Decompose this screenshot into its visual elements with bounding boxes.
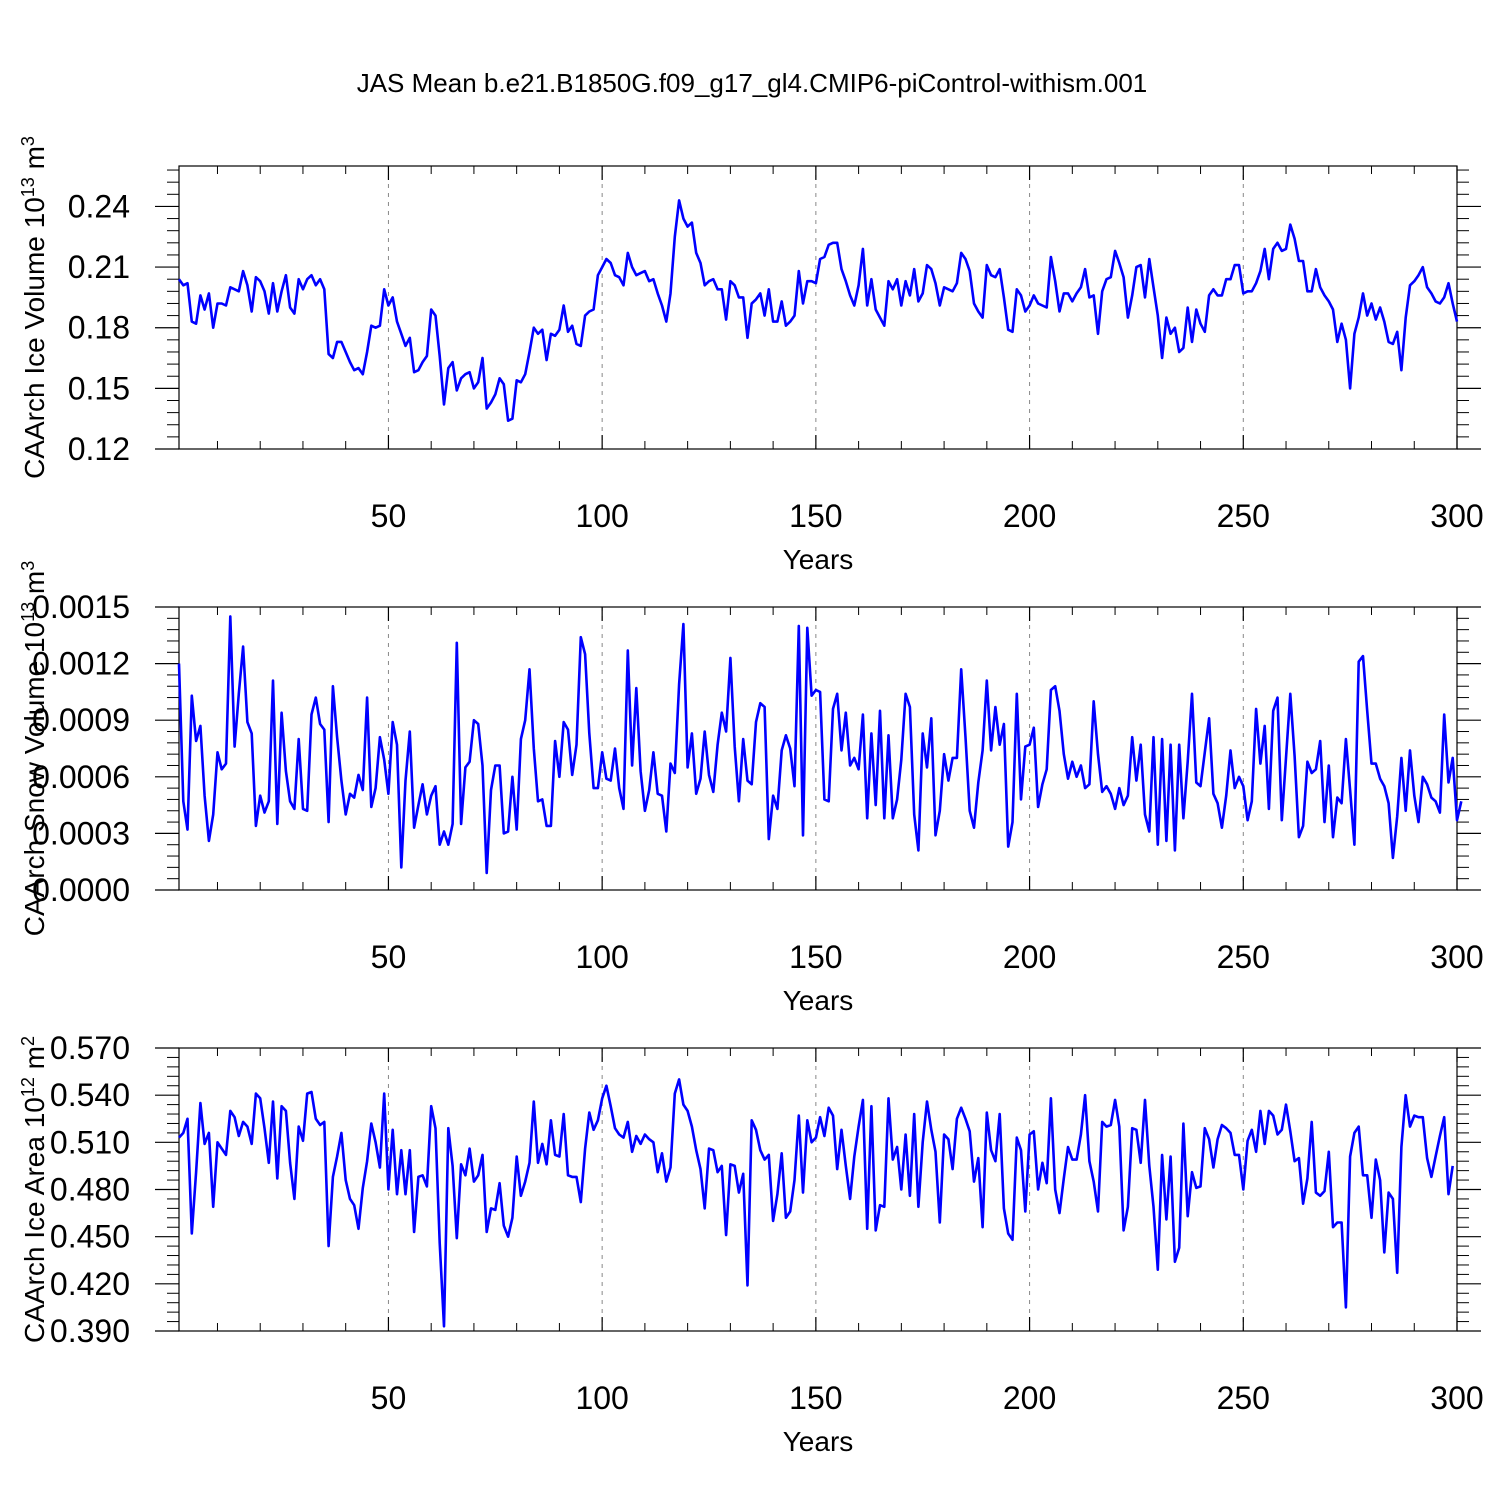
y-tick-label: 0.0006 xyxy=(32,759,130,795)
y-tick-label: 0.12 xyxy=(68,431,130,467)
x-axis-title: Years xyxy=(783,1426,854,1457)
x-tick-label: 200 xyxy=(1003,939,1056,975)
x-tick-label: 300 xyxy=(1430,498,1483,534)
x-tick-label: 300 xyxy=(1430,939,1483,975)
x-tick-label: 150 xyxy=(789,939,842,975)
y-tick-label: 0.21 xyxy=(68,249,130,285)
x-tick-label: 100 xyxy=(575,498,628,534)
panel-1: 0.12 0.15 0.18 0.21 0.24 50 100 150 200 250 300 Yea… xyxy=(18,136,1484,575)
x-tick-label: 300 xyxy=(1430,1380,1483,1416)
plot-frame xyxy=(178,606,1458,891)
y-tick-label: 0.0003 xyxy=(32,815,130,851)
x-tick-label: 200 xyxy=(1003,498,1056,534)
series-line xyxy=(177,199,1459,423)
y-axis-title: CAArch Ice Area 1012 m2 xyxy=(18,1036,50,1343)
x-axis-title: Years xyxy=(783,544,854,575)
x-tick-label: 250 xyxy=(1217,939,1270,975)
figure-title: JAS Mean b.e21.B1850G.f09_g17_gl4.CMIP6-… xyxy=(357,68,1148,98)
y-tick-label: 0.0009 xyxy=(32,702,130,738)
y-tick-label: 0.570 xyxy=(50,1030,130,1066)
y-tick-label: 0.390 xyxy=(50,1313,130,1349)
x-tick-label: 50 xyxy=(371,498,407,534)
y-tick-label: 0.510 xyxy=(50,1124,130,1160)
y-tick-label: 0.450 xyxy=(50,1219,130,1255)
x-tick-label: 100 xyxy=(575,1380,628,1416)
y-tick-label: 0.0000 xyxy=(32,872,130,908)
x-axis-title: Years xyxy=(783,985,854,1016)
x-tick-label: 150 xyxy=(789,498,842,534)
plot-frame xyxy=(178,1047,1458,1332)
y-tick-label: 0.15 xyxy=(68,370,130,406)
y-tick-label: 0.24 xyxy=(68,188,130,224)
x-tick-label: 250 xyxy=(1217,498,1270,534)
panel-2: 0.0000 0.0003 0.0006 0.0009 0.0012 0.0015 50 10… xyxy=(18,561,1484,1016)
y-axis-title: CAArch Snow Volume 1013 m3 xyxy=(18,561,50,937)
y-tick-label: 0.0012 xyxy=(32,646,130,682)
y-tick-label: 0.540 xyxy=(50,1077,130,1113)
y-tick-label: 0.420 xyxy=(50,1266,130,1302)
x-tick-label: 50 xyxy=(371,939,407,975)
x-tick-label: 250 xyxy=(1217,1380,1270,1416)
panel-3: 0.390 0.420 0.450 0.480 0.510 0.540 0.570 50 100… xyxy=(18,1030,1484,1457)
x-tick-label: 100 xyxy=(575,939,628,975)
plot-frame xyxy=(178,165,1458,450)
y-tick-label: 0.0015 xyxy=(32,589,130,625)
y-axis-title: CAArch Ice Volume 1013 m3 xyxy=(18,136,50,479)
x-tick-label: 50 xyxy=(371,1380,407,1416)
y-tick-label: 0.480 xyxy=(50,1172,130,1208)
x-tick-label: 150 xyxy=(789,1380,842,1416)
y-tick-label: 0.18 xyxy=(68,310,130,346)
x-tick-label: 200 xyxy=(1003,1380,1056,1416)
series-line xyxy=(177,615,1463,875)
series-line xyxy=(178,1078,1454,1328)
